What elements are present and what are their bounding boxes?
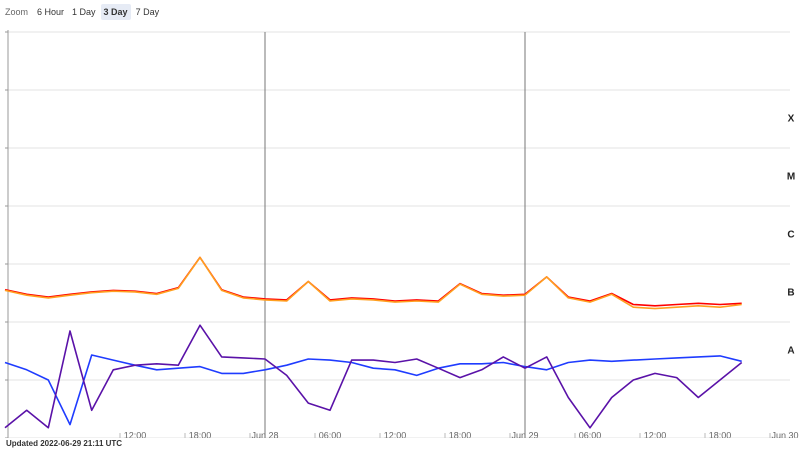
x-tick-label: Jun 29 (511, 430, 538, 438)
x-tick-label: 18:00 (189, 430, 212, 438)
x-tick-label: 18:00 (449, 430, 472, 438)
class-label: X (788, 114, 795, 125)
zoom-button[interactable]: 7 Day (135, 7, 160, 17)
class-label: B (787, 288, 794, 299)
x-tick-label: 18:00 (709, 430, 732, 438)
x-tick-label: Jun 30 (771, 430, 798, 438)
zoom-bar: Zoom 6 Hour 1 Day 3 Day 7 Day (5, 4, 162, 20)
zoom-button[interactable]: 1 Day (72, 7, 96, 17)
series-line (4, 324, 743, 429)
x-tick-label: 06:00 (579, 430, 602, 438)
updated-time: Updated 2022-06-29 21:11 UTC (6, 439, 123, 448)
x-tick-label: 06:00 (319, 430, 342, 438)
chart: 12:00 18:00 Jun 28 06:00 12:00 18:00 Jun 29 06:… (4, 30, 799, 438)
zoom-label: Zoom (5, 7, 29, 17)
zoom-button[interactable]: 6 Hour (37, 7, 65, 17)
series-line (4, 256, 742, 307)
x-tick-label: 12:00 (644, 430, 667, 438)
class-label: M (787, 172, 795, 183)
x-tick-label: 12:00 (384, 430, 407, 438)
series-line (4, 354, 742, 426)
class-label: C (787, 230, 794, 241)
x-tick-label: Jun 28 (251, 430, 278, 438)
series-line (4, 256, 742, 310)
class-label: A (787, 346, 794, 357)
zoom-button[interactable]: 3 Day (100, 4, 131, 20)
x-tick-label: 12:00 (124, 430, 147, 438)
